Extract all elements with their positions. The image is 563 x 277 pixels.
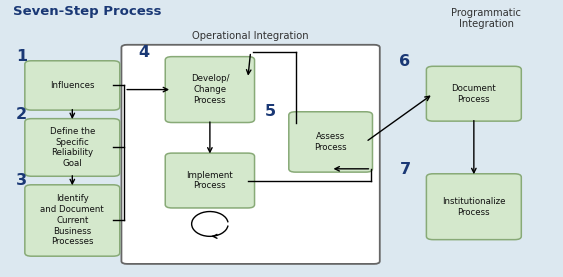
Text: Define the
Specific
Reliability
Goal: Define the Specific Reliability Goal <box>50 127 95 168</box>
FancyBboxPatch shape <box>122 45 380 264</box>
Text: Programmatic
Integration: Programmatic Integration <box>452 7 521 29</box>
Text: 1: 1 <box>16 49 27 64</box>
Text: 5: 5 <box>265 104 276 119</box>
FancyBboxPatch shape <box>25 61 120 110</box>
Text: Document
Process: Document Process <box>452 84 496 104</box>
Text: 6: 6 <box>399 55 410 70</box>
FancyBboxPatch shape <box>426 174 521 240</box>
Text: Seven-Step Process: Seven-Step Process <box>13 5 162 18</box>
Text: 7: 7 <box>399 162 410 177</box>
FancyBboxPatch shape <box>166 153 254 208</box>
Text: Assess
Process: Assess Process <box>314 132 347 152</box>
Text: Institutionalize
Process: Institutionalize Process <box>442 197 506 217</box>
Text: 4: 4 <box>138 45 149 60</box>
Text: Develop/
Change
Process: Develop/ Change Process <box>191 74 229 105</box>
Text: Influences: Influences <box>50 81 95 90</box>
FancyBboxPatch shape <box>166 57 254 122</box>
FancyBboxPatch shape <box>426 66 521 121</box>
FancyBboxPatch shape <box>25 185 120 256</box>
FancyBboxPatch shape <box>25 119 120 176</box>
Text: 2: 2 <box>16 107 27 122</box>
Text: 3: 3 <box>16 173 27 188</box>
FancyBboxPatch shape <box>289 112 373 172</box>
Text: Identify
and Document
Current
Business
Processes: Identify and Document Current Business P… <box>41 194 104 247</box>
Text: Implement
Process: Implement Process <box>186 171 233 190</box>
Text: Operational Integration: Operational Integration <box>193 31 309 41</box>
